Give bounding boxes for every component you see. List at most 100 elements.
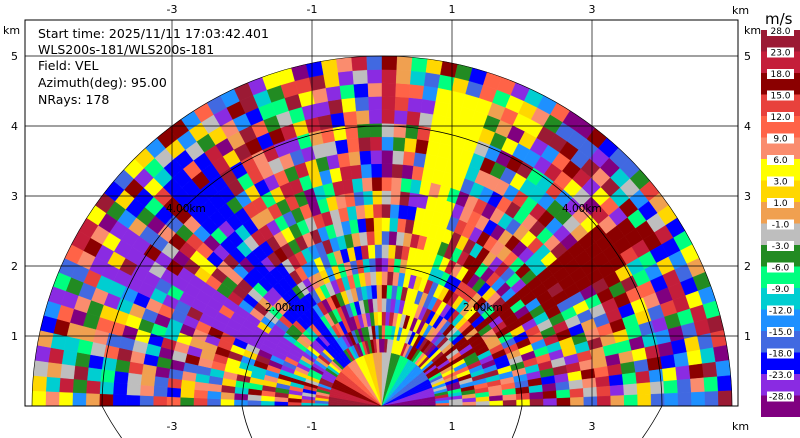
scan-cell (394, 109, 409, 125)
scan-cell (633, 358, 650, 373)
scan-cell (351, 56, 368, 71)
scan-cell (325, 85, 342, 102)
scan-cell (593, 366, 610, 379)
scan-cell (702, 361, 718, 379)
scan-cell (688, 363, 705, 380)
scan-cell (73, 365, 89, 381)
scan-cell (418, 112, 434, 128)
colorbar-label-bg (767, 69, 794, 79)
scan-cell (48, 347, 65, 365)
info-nrays: NRays: 178 (38, 92, 109, 107)
scan-cell (699, 347, 716, 365)
scan-cell (623, 383, 638, 396)
scan-cell (401, 164, 414, 180)
scan-cell (381, 203, 392, 218)
colorbar-label: -3.0 (772, 242, 790, 252)
scan-cell (660, 354, 676, 370)
scan-cell (704, 391, 719, 407)
scan-cell (623, 394, 639, 407)
scan-cell (193, 389, 208, 399)
scan-cell (502, 399, 517, 407)
scan-cell (390, 190, 402, 206)
y-unit-right: km (744, 24, 761, 37)
scan-cell (556, 397, 571, 407)
scan-cell (374, 230, 383, 245)
scan-cell (646, 356, 663, 372)
scan-cell (392, 136, 406, 152)
colorbar-label: 1.0 (773, 199, 788, 209)
scan-cell (377, 311, 383, 326)
range-ring-label-left: 4.00km (166, 203, 206, 215)
y-tick-label-left: 3 (11, 190, 18, 203)
scan-cell (673, 351, 690, 368)
info-start-time: Start time: 2025/11/11 17:03:42.401 (38, 26, 269, 41)
scan-cell (139, 395, 154, 407)
scan-cell (543, 398, 558, 407)
scan-cell (394, 96, 410, 112)
scan-cell (635, 370, 651, 384)
colorbar-label-bg (767, 155, 794, 165)
scan-cell (365, 217, 375, 232)
x-tick-label-top: 1 (449, 3, 456, 16)
scan-cell (596, 395, 612, 407)
scan-cell (372, 203, 383, 218)
colorbar-title: m/s (765, 10, 793, 28)
scan-cell (650, 393, 665, 407)
scan-cell (317, 114, 334, 131)
scan-cell (515, 392, 531, 401)
scan-cell (357, 218, 367, 233)
y-tick-label-right: 1 (744, 330, 751, 343)
scan-cell (388, 230, 398, 246)
scan-cell (691, 391, 706, 407)
scan-cell (374, 244, 383, 259)
scan-cell (350, 164, 363, 180)
scan-cell (353, 191, 365, 207)
colorbar-label-bg (767, 348, 794, 359)
colorbar-label-bg (767, 370, 794, 380)
scan-cell (58, 391, 73, 407)
scan-cell (703, 376, 719, 393)
colorbar-label: 12.0 (770, 113, 790, 123)
colorbar-label-bg (767, 241, 794, 251)
scan-cell (344, 124, 359, 140)
colorbar-label-bg (767, 391, 794, 402)
scan-cell (368, 109, 383, 124)
scan-cell (337, 152, 351, 168)
scan-cell (381, 284, 388, 299)
scan-cell (32, 375, 47, 392)
scan-cell (542, 390, 558, 400)
scan-cell (541, 382, 557, 393)
scan-cell (220, 398, 235, 407)
x-tick-label-bottom: 3 (589, 420, 596, 433)
scan-cell (422, 85, 439, 102)
scan-cell (489, 395, 504, 402)
scan-cell (370, 149, 383, 165)
scan-cell (332, 125, 348, 142)
scan-cell (206, 390, 222, 400)
scan-cell (662, 367, 678, 382)
scan-cell (664, 392, 679, 407)
y-tick-label-left: 5 (11, 50, 18, 63)
range-ring-lower (511, 405, 523, 438)
scan-cell (676, 378, 692, 394)
scan-cell (368, 96, 383, 111)
scan-cell (529, 398, 544, 407)
scan-cell (607, 363, 623, 377)
y-tick-label-right: 5 (744, 50, 751, 63)
scan-cell (381, 55, 398, 71)
range-ring-label-left: 2.00km (265, 302, 305, 314)
scan-cell (405, 124, 420, 140)
scan-cell (99, 381, 115, 395)
axis-ticks: -3 -3 -1 -1 1 1 3 3 1 1 2 2 3 3 4 4 5 5 (11, 3, 751, 433)
colorbar-label: 15.0 (770, 92, 790, 102)
range-ring-lower (241, 405, 253, 438)
scan-cell (407, 97, 423, 113)
scan-cell (670, 338, 688, 355)
colorbar-label-bg (767, 133, 794, 144)
scan-cell (423, 72, 441, 89)
scan-cell (85, 392, 100, 407)
scan-cell (360, 163, 373, 179)
scan-cell (140, 374, 156, 387)
scan-cell (367, 82, 383, 97)
scan-cell (88, 354, 104, 370)
